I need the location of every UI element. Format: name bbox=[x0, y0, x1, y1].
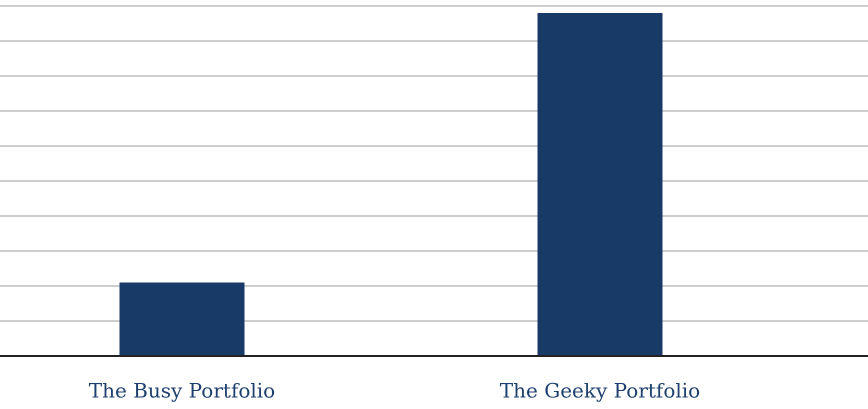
bar bbox=[119, 282, 245, 356]
x-tick-label: The Geeky Portfolio bbox=[500, 379, 700, 403]
x-tick-label: The Busy Portfolio bbox=[89, 379, 275, 403]
bar bbox=[537, 13, 663, 356]
